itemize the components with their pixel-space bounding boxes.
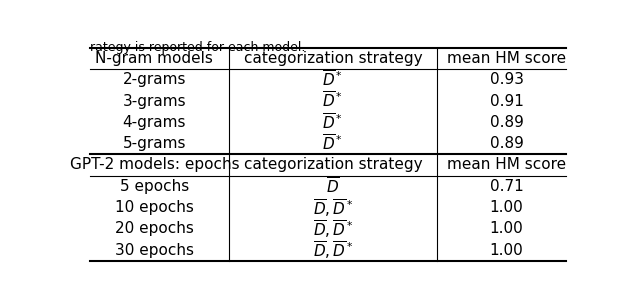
Text: 0.93: 0.93 xyxy=(490,72,524,87)
Text: 5-grams: 5-grams xyxy=(123,136,186,151)
Text: 0.89: 0.89 xyxy=(490,136,524,151)
Text: 4-grams: 4-grams xyxy=(123,115,186,130)
Text: $\overline{D}^*$: $\overline{D}^*$ xyxy=(323,112,344,132)
Text: mean HM score: mean HM score xyxy=(447,157,566,172)
Text: $\overline{D}^*$: $\overline{D}^*$ xyxy=(323,70,344,90)
Text: GPT-2 models: epochs: GPT-2 models: epochs xyxy=(70,157,239,172)
Text: $\overline{D}, \overline{D}^*$: $\overline{D}, \overline{D}^*$ xyxy=(313,197,353,219)
Text: 0.89: 0.89 xyxy=(490,115,524,130)
Text: categorization strategy: categorization strategy xyxy=(244,51,422,66)
Text: N-gram models: N-gram models xyxy=(95,51,213,66)
Text: $\overline{D}, \overline{D}^*$: $\overline{D}, \overline{D}^*$ xyxy=(313,239,353,261)
Text: $\overline{D}^*$: $\overline{D}^*$ xyxy=(323,91,344,111)
Text: 1.00: 1.00 xyxy=(490,243,524,258)
Text: 5 epochs: 5 epochs xyxy=(120,179,189,194)
Text: mean HM score: mean HM score xyxy=(447,51,566,66)
Text: 3-grams: 3-grams xyxy=(123,94,186,109)
Text: 30 epochs: 30 epochs xyxy=(115,243,194,258)
Text: rategy is reported for each model.: rategy is reported for each model. xyxy=(90,41,305,54)
Text: 1.00: 1.00 xyxy=(490,200,524,215)
Text: 0.91: 0.91 xyxy=(490,94,524,109)
Text: 0.71: 0.71 xyxy=(490,179,524,194)
Text: $\overline{D}^*$: $\overline{D}^*$ xyxy=(323,134,344,154)
Text: 1.00: 1.00 xyxy=(490,222,524,237)
Text: categorization strategy: categorization strategy xyxy=(244,157,422,172)
Text: 2-grams: 2-grams xyxy=(123,72,186,87)
Text: 20 epochs: 20 epochs xyxy=(115,222,194,237)
Text: $\overline{D}$: $\overline{D}$ xyxy=(326,176,340,196)
Text: $\overline{D}, \overline{D}^*$: $\overline{D}, \overline{D}^*$ xyxy=(313,218,353,240)
Text: 10 epochs: 10 epochs xyxy=(115,200,194,215)
